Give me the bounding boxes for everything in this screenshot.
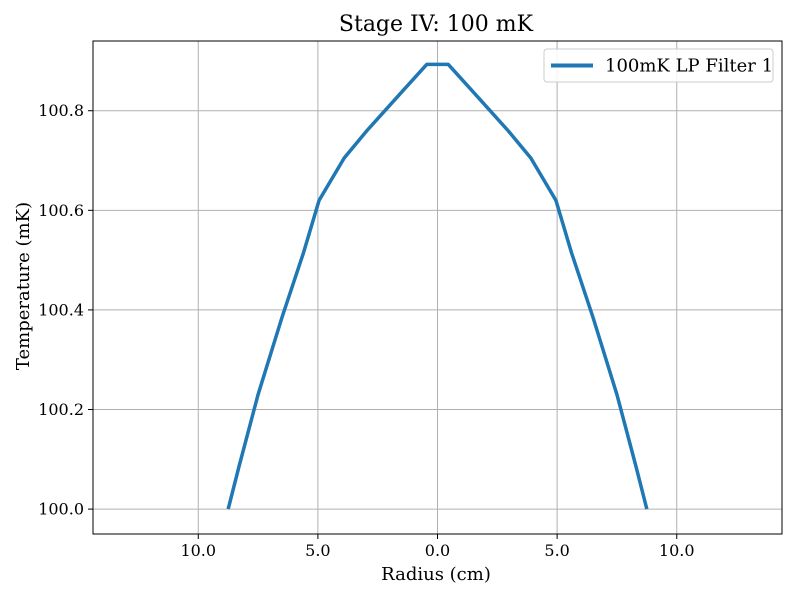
series-layer (226, 62, 649, 510)
y-axis-ticks: 100.0 100.2 100.4 100.6 100.8 (38, 101, 93, 519)
x-tick-label: 0.0 (425, 541, 450, 560)
y-axis-label: Temperature (mK) (13, 202, 34, 370)
grid (93, 41, 782, 534)
series-line (226, 62, 649, 510)
x-axis-label: Radius (cm) (381, 564, 491, 585)
y-tick-label: 100.8 (38, 101, 84, 120)
x-tick-label: 5.0 (544, 541, 569, 560)
x-tick-label: 5.0 (305, 541, 330, 560)
chart-title: Stage IV: 100 mK (339, 12, 534, 37)
x-tick-label: 10.0 (180, 541, 216, 560)
x-axis-ticks: 10.0 5.0 0.0 5.0 10.0 (180, 534, 695, 560)
y-tick-label: 100.4 (38, 300, 84, 319)
legend-entry-label: 100mK LP Filter 1 (605, 56, 773, 77)
legend-box (543, 48, 774, 83)
legend: 100mK LP Filter 1 (543, 48, 774, 83)
y-tick-label: 100.0 (38, 500, 84, 519)
y-tick-label: 100.6 (38, 201, 84, 220)
x-tick-label: 10.0 (659, 541, 695, 560)
y-tick-label: 100.2 (38, 400, 84, 419)
